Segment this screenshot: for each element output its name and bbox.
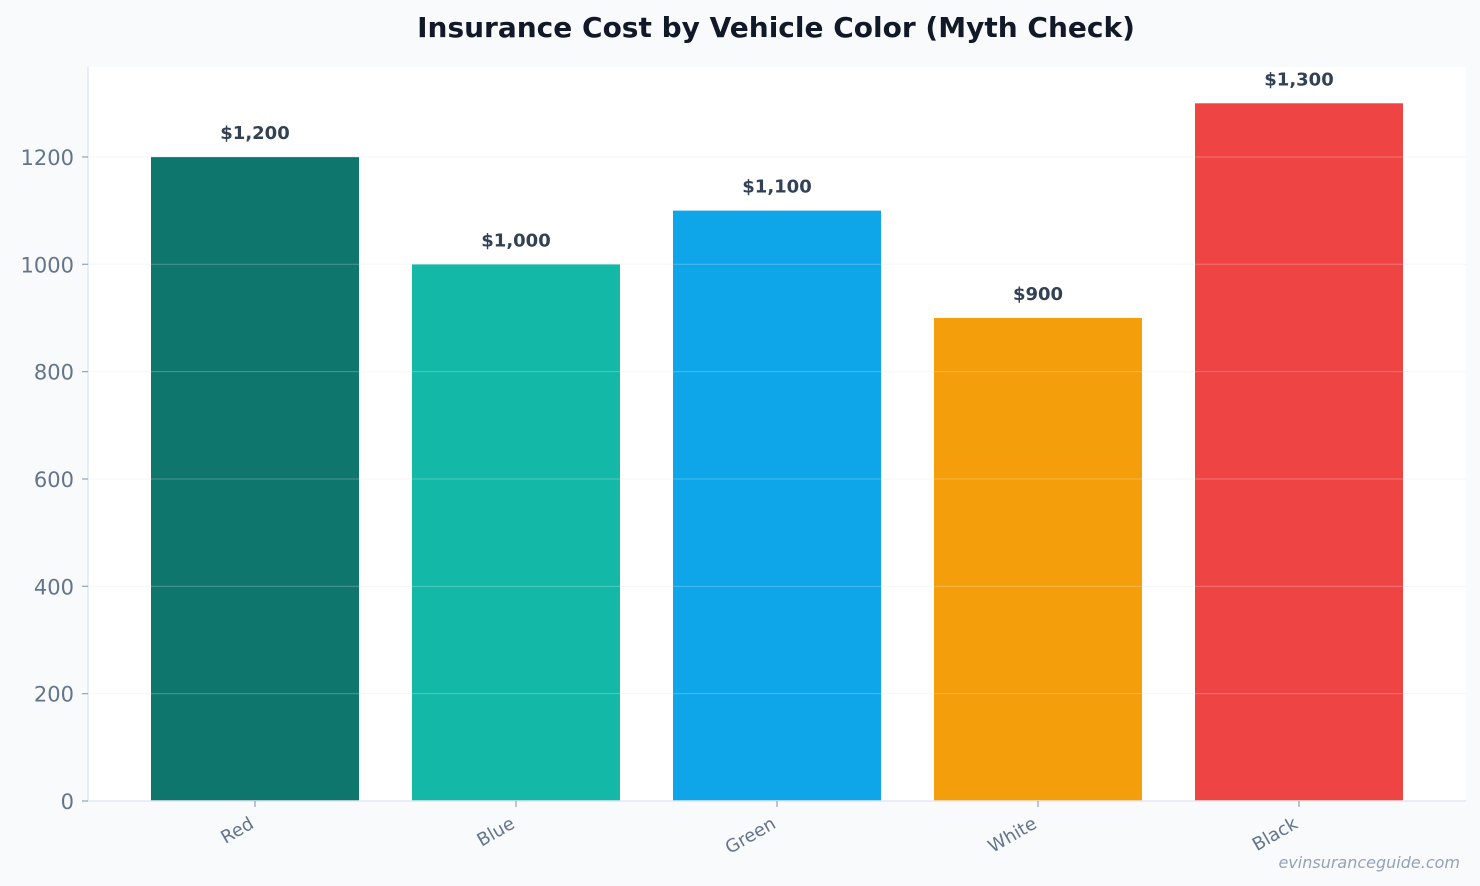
value-label: $1,100: [742, 177, 811, 198]
value-label: $1,000: [481, 230, 550, 251]
bars: [151, 103, 1403, 802]
y-tick-label: 1000: [21, 253, 74, 277]
y-tick-label: 800: [34, 361, 74, 385]
bar-white: [934, 317, 1142, 801]
value-label: $900: [1013, 284, 1063, 305]
bar-blue: [412, 264, 620, 801]
value-label: $1,300: [1264, 69, 1333, 90]
bar-green: [673, 210, 881, 801]
watermark-text: evinsuranceguide.com: [1278, 853, 1460, 872]
y-tick-label: 400: [34, 575, 74, 599]
y-tick-label: 600: [34, 468, 74, 492]
y-tick-label: 1200: [21, 146, 74, 170]
y-axis-ticks: 0 200 400 600 800 1000 1200: [21, 146, 88, 814]
chart-title: Insurance Cost by Vehicle Color (Myth Ch…: [417, 11, 1135, 44]
bar-black: [1195, 103, 1403, 802]
y-tick-label: 200: [34, 683, 74, 707]
value-label: $1,200: [220, 123, 289, 144]
bar-red: [151, 156, 359, 801]
y-tick-label: 0: [61, 790, 74, 814]
value-labels: $1,200 $1,000 $1,100 $900 $1,300: [88, 69, 1466, 695]
